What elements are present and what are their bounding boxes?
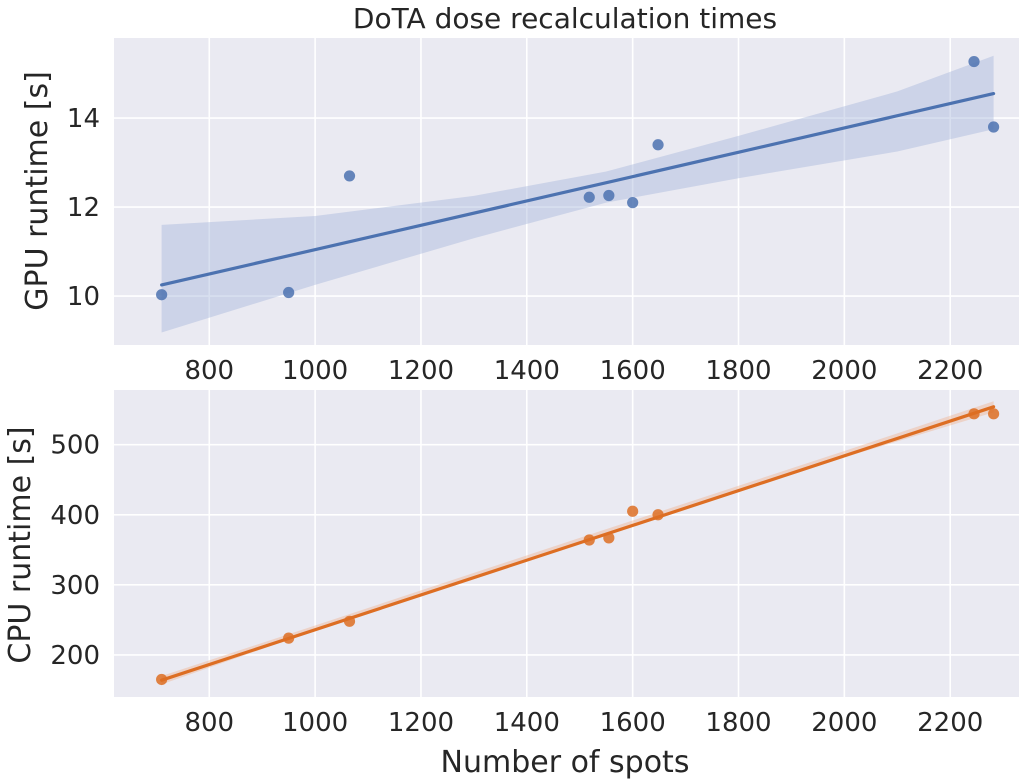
cpu-data-point (603, 532, 615, 544)
gpu-confidence-band (161, 55, 994, 333)
gpu-x-tick-label: 1400 (494, 356, 560, 386)
cpu-runtime-panel: 800 1000 1200 1400 1600 1800 2000 2200 200 300 40… (3, 390, 1019, 738)
cpu-data-point (652, 509, 664, 521)
gpu-data-point (343, 170, 356, 182)
chart-title: DoTA dose recalculation times (353, 2, 777, 35)
cpu-fit-line (160, 405, 996, 682)
gpu-x-tick-labels: 800 1000 1200 1400 1600 1800 2000 2200 (184, 356, 983, 386)
cpu-x-tick-label: 1000 (282, 708, 348, 738)
x-axis-label: Number of spots (441, 745, 690, 780)
gpu-x-tick-label: 1200 (388, 356, 454, 386)
gpu-runtime-panel: 800 1000 1200 1400 1600 1800 2000 2200 10 12 14 G… (20, 38, 1019, 386)
cpu-data-point (283, 632, 295, 644)
gpu-y-axis-label: GPU runtime [s] (20, 71, 55, 311)
gpu-data-point (627, 197, 639, 209)
cpu-y-tick-label: 300 (50, 571, 100, 601)
cpu-x-tick-label: 2200 (917, 708, 983, 738)
cpu-gridlines (114, 390, 1019, 697)
gpu-x-tick-label: 2200 (917, 356, 983, 386)
gpu-data-point (283, 286, 295, 299)
gpu-regression-line (160, 92, 996, 287)
gpu-data-point (652, 139, 664, 151)
cpu-y-tick-labels: 200 300 400 500 (50, 431, 100, 671)
gpu-x-tick-label: 2000 (811, 356, 877, 386)
gpu-data-point (603, 189, 615, 202)
cpu-x-tick-label: 800 (184, 708, 234, 738)
cpu-data-point (343, 615, 356, 627)
cpu-data-point (156, 673, 168, 686)
cpu-x-tick-label: 1400 (494, 708, 560, 738)
gpu-y-tick-label: 12 (67, 193, 100, 223)
cpu-data-point (627, 505, 639, 517)
gpu-confidence-band-area (161, 55, 994, 333)
gpu-data-point (987, 121, 1000, 133)
cpu-x-tick-label: 1600 (600, 708, 666, 738)
cpu-data-point (968, 408, 980, 420)
cpu-data-points (156, 408, 1000, 686)
gpu-data-point (156, 289, 168, 301)
cpu-y-tick-label: 400 (50, 501, 100, 531)
gpu-fit-line (160, 92, 996, 287)
cpu-x-tick-label: 2000 (811, 708, 877, 738)
cpu-regression-line (160, 405, 996, 682)
gpu-data-points (156, 55, 1000, 301)
gpu-data-point (583, 191, 595, 203)
cpu-data-point (987, 408, 1000, 420)
cpu-y-tick-label: 500 (50, 431, 100, 461)
cpu-x-tick-label: 1800 (705, 708, 771, 738)
cpu-x-tick-labels: 800 1000 1200 1400 1600 1800 2000 2200 (184, 708, 983, 738)
gpu-y-tick-labels: 10 12 14 (67, 104, 100, 312)
gpu-x-tick-label: 1000 (282, 356, 348, 386)
gpu-y-tick-label: 14 (67, 104, 100, 134)
gpu-y-tick-label: 10 (67, 282, 100, 312)
gpu-x-tick-label: 800 (184, 356, 234, 386)
gpu-x-tick-label: 1800 (705, 356, 771, 386)
gpu-gridlines (114, 38, 1019, 345)
gpu-data-point (968, 55, 980, 68)
cpu-y-tick-label: 200 (50, 641, 100, 671)
cpu-y-axis-label: CPU runtime [s] (3, 426, 38, 663)
gpu-x-tick-label: 1600 (600, 356, 666, 386)
cpu-x-tick-label: 1200 (388, 708, 454, 738)
cpu-data-point (583, 534, 595, 546)
